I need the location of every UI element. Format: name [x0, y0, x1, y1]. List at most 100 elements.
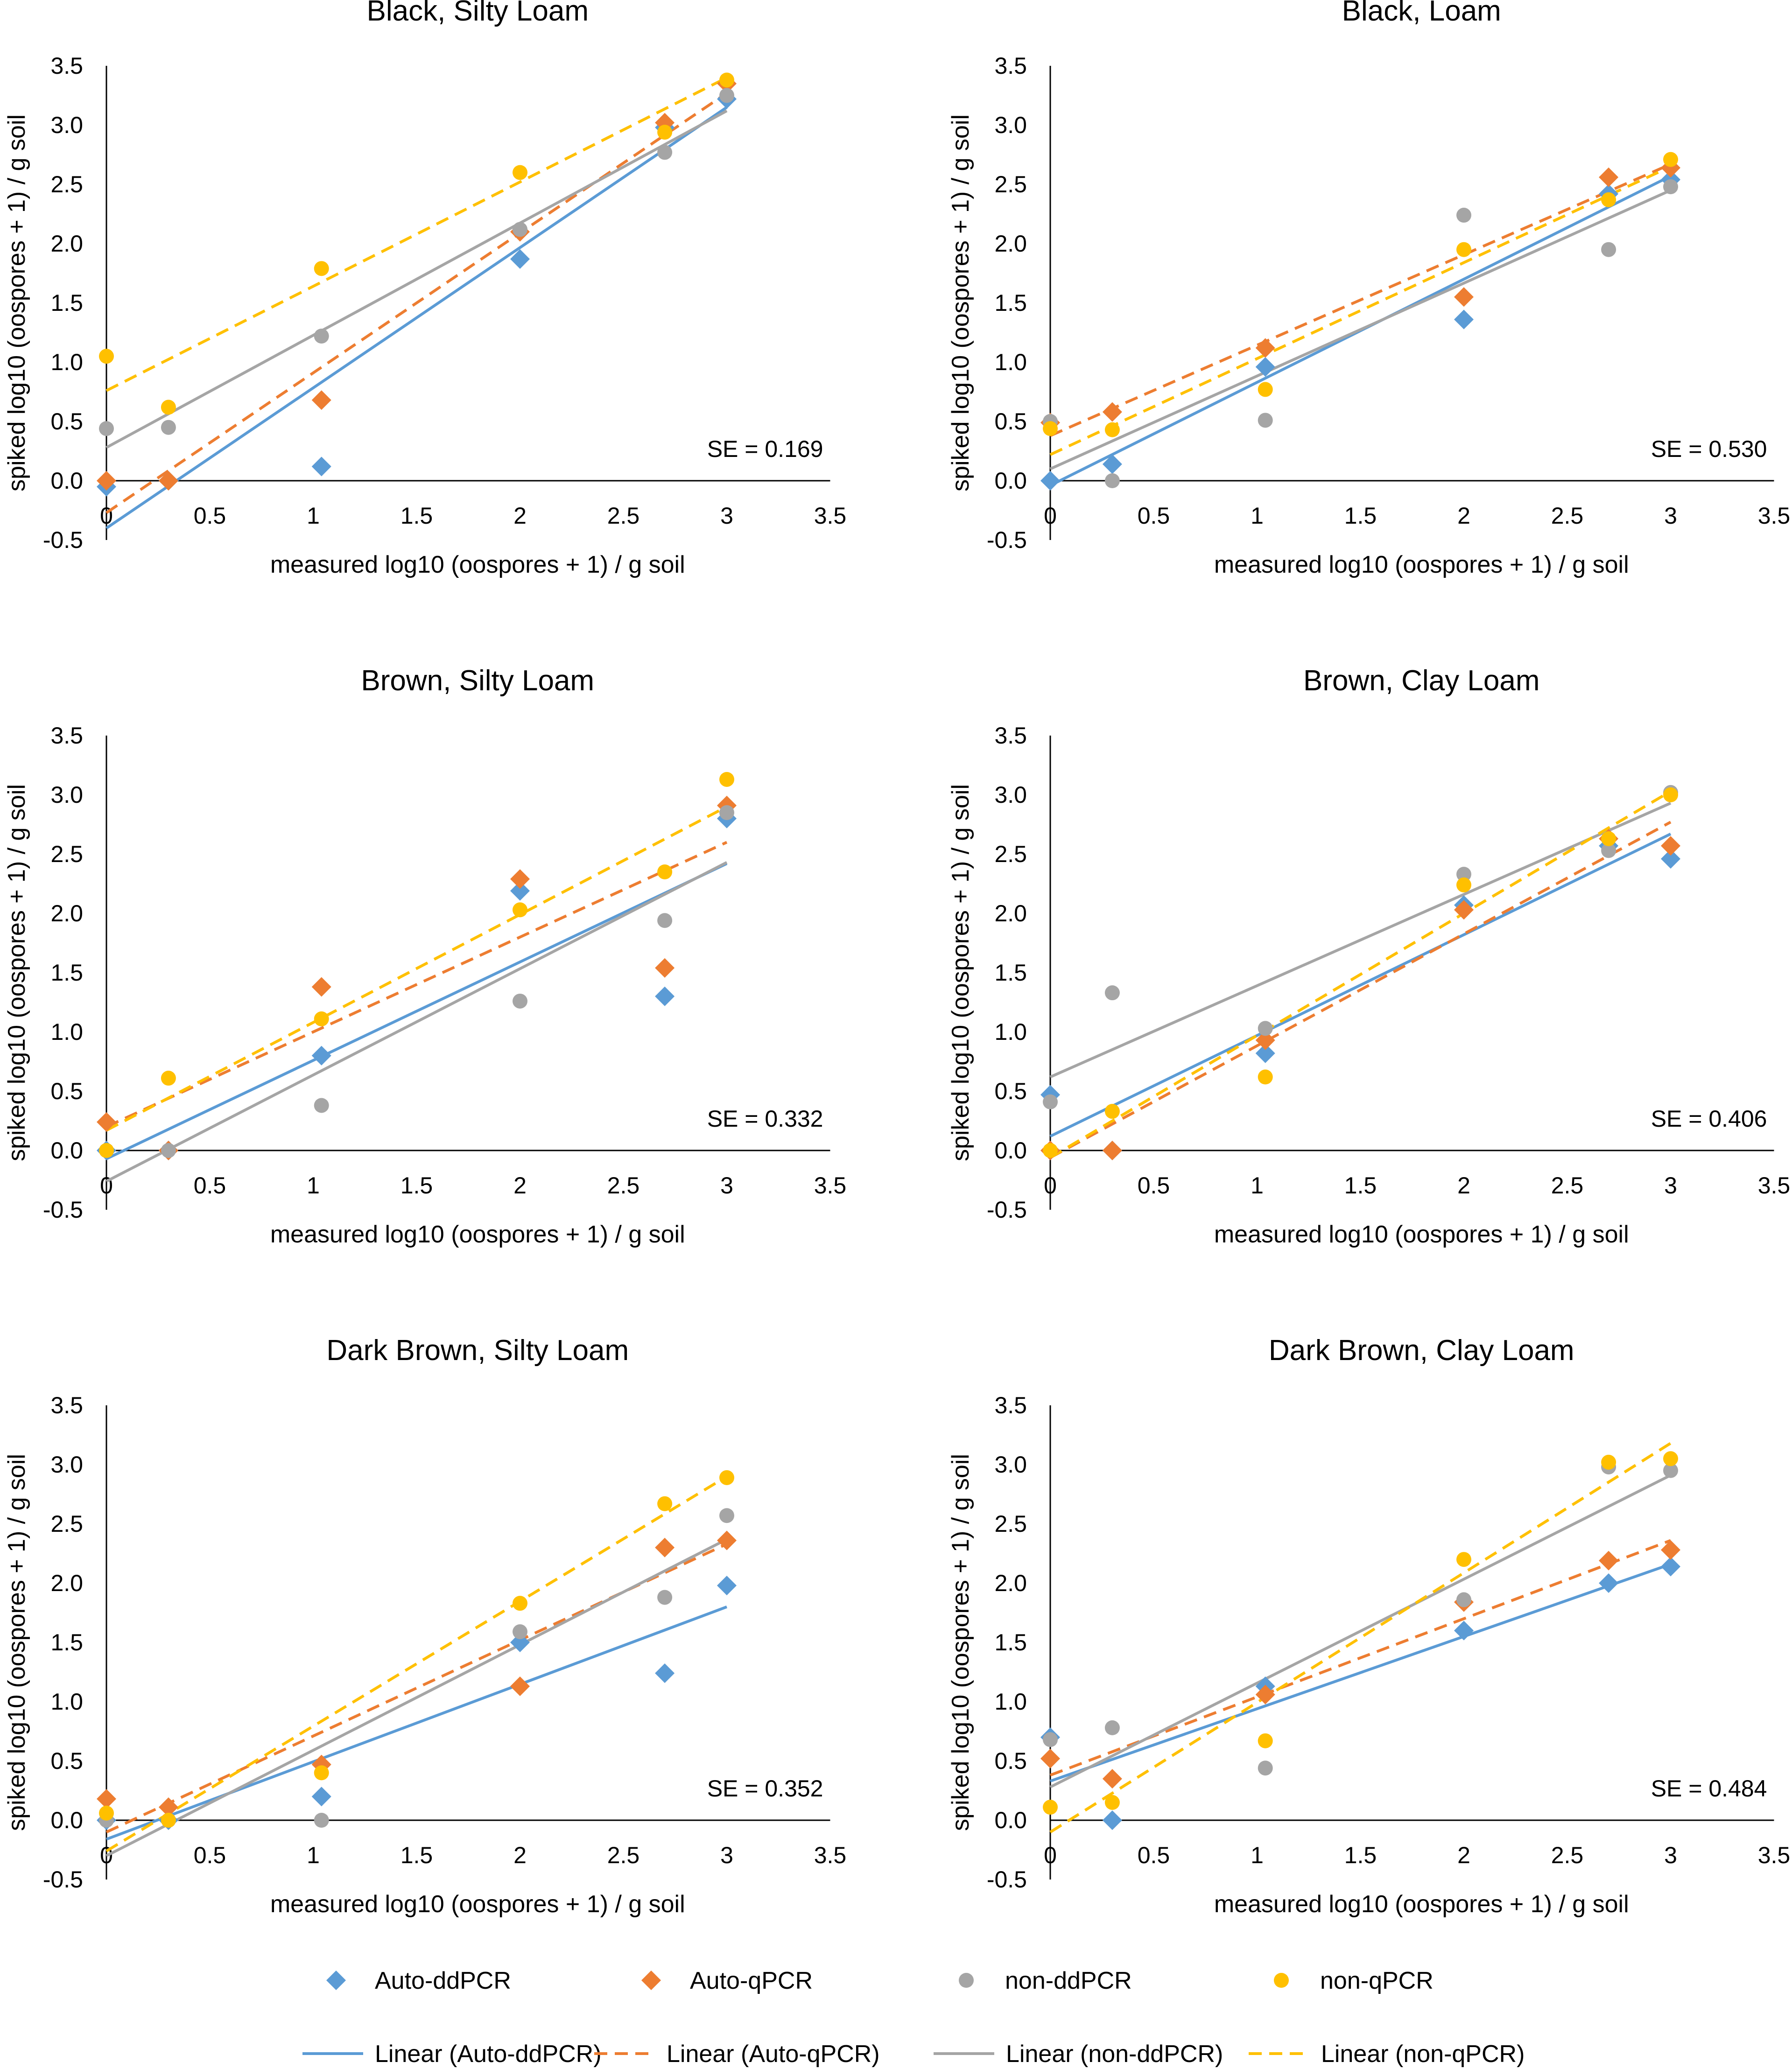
- y-tick-label: 1.5: [994, 960, 1027, 986]
- point-non-ddpcr: [1258, 1760, 1273, 1776]
- x-tick-label: 1.5: [1344, 1172, 1377, 1199]
- trendline-auto-qpcr: [1049, 163, 1672, 437]
- y-tick-label: 0.5: [994, 408, 1027, 435]
- y-tick-label: 1.5: [994, 1629, 1027, 1655]
- x-tick-label: 2.5: [1551, 503, 1584, 529]
- x-tick-label: 2: [1457, 1172, 1470, 1199]
- point-auto-qpcr: [717, 1530, 737, 1550]
- point-auto-ddpcr: [510, 1633, 530, 1652]
- y-tick-label: 3.5: [50, 53, 83, 79]
- legend-label-auto-ddpcr: Auto-ddPCR: [375, 1967, 511, 1994]
- point-non-qpcr: [513, 165, 527, 180]
- se-annotation: SE = 0.352: [707, 1775, 823, 1802]
- point-non-ddpcr: [1258, 1021, 1273, 1036]
- point-auto-qpcr: [158, 1797, 178, 1817]
- x-tick-label: 3.5: [814, 503, 847, 529]
- x-axis-label: measured log10 (oospores + 1) / g soil: [270, 551, 685, 578]
- y-tick-label: 3.0: [50, 112, 83, 138]
- trendline-auto-ddpcr: [105, 106, 728, 530]
- point-non-qpcr: [513, 1596, 527, 1611]
- point-non-qpcr: [314, 1011, 329, 1027]
- chart-title: Brown, Silty Loam: [361, 665, 594, 697]
- point-non-ddpcr: [99, 421, 114, 436]
- point-non-ddpcr: [1663, 179, 1678, 195]
- y-tick-label: 3.5: [994, 1392, 1027, 1418]
- point-non-ddpcr: [719, 1508, 734, 1523]
- se-annotation: SE = 0.169: [707, 436, 823, 462]
- x-tick-label: 0.5: [194, 1842, 226, 1868]
- trendline-non-ddpcr: [1049, 1474, 1672, 1788]
- point-non-qpcr: [1104, 422, 1120, 437]
- point-non-qpcr: [1258, 1069, 1273, 1085]
- point-non-qpcr: [1601, 1454, 1616, 1470]
- chart-title: Brown, Clay Loam: [1303, 665, 1540, 697]
- y-tick-label: 3.5: [50, 722, 83, 749]
- point-non-qpcr: [1258, 1733, 1273, 1748]
- legend-label-non-qpcr: non-qPCR: [1320, 1967, 1434, 1994]
- y-tick-label: 0.0: [994, 1137, 1027, 1164]
- x-tick-label: 3.5: [1758, 1172, 1791, 1199]
- y-tick-label: 1.5: [50, 960, 83, 986]
- y-tick-label: -0.5: [43, 1866, 83, 1893]
- point-auto-ddpcr: [1102, 454, 1122, 474]
- point-non-ddpcr: [513, 993, 527, 1009]
- legend-line-label-non-qpcr: Linear (non-qPCR): [1321, 2041, 1525, 2068]
- y-tick-label: 2.5: [994, 1511, 1027, 1537]
- x-tick-label: 0: [1044, 503, 1057, 529]
- point-auto-ddpcr: [717, 1576, 737, 1596]
- point-auto-ddpcr: [1255, 1043, 1275, 1063]
- point-auto-qpcr: [1661, 836, 1680, 856]
- x-tick-label: 0: [1044, 1842, 1057, 1868]
- point-non-qpcr: [657, 1496, 673, 1511]
- y-axis-label: spiked log10 (oospores + 1) / g soil: [947, 114, 974, 491]
- trendline-non-qpcr: [105, 805, 728, 1132]
- point-non-ddpcr: [1663, 1463, 1678, 1478]
- point-non-qpcr: [657, 864, 673, 880]
- x-tick-label: 3: [1664, 1842, 1677, 1868]
- point-auto-qpcr: [311, 977, 331, 997]
- point-non-ddpcr: [1601, 843, 1616, 858]
- chart-panel-4: Brown, Clay Loam -0.5 0.0 0.5 1.0 1.5 2.0 2.5 3.…: [947, 665, 1790, 1248]
- x-axis-label: measured log10 (oospores + 1) / g soil: [1214, 1221, 1629, 1248]
- y-axis-label: spiked log10 (oospores + 1) / g soil: [947, 1454, 974, 1831]
- x-tick-label: 3.5: [1758, 1842, 1791, 1868]
- y-tick-label: 2.0: [994, 231, 1027, 257]
- chart-panel-2: Black, Loam -0.5 0.0 0.5 1.0 1.5 2.0 2.5 3.0 3.5 0…: [947, 0, 1790, 578]
- point-non-ddpcr: [1601, 242, 1616, 257]
- x-tick-label: 2: [1457, 503, 1470, 529]
- y-tick-label: 2.5: [50, 171, 83, 197]
- y-tick-label: 1.5: [50, 1629, 83, 1655]
- point-auto-ddpcr: [1040, 471, 1060, 491]
- x-tick-label: 1: [307, 1842, 320, 1868]
- legend-line-label-non-ddpcr: Linear (non-ddPCR): [1006, 2041, 1223, 2068]
- trendline-auto-qpcr: [1049, 821, 1672, 1159]
- chart-panel-3: Brown, Silty Loam -0.5 0.0 0.5 1.0 1.5 2.0 2.5 3…: [3, 665, 846, 1248]
- point-non-qpcr: [161, 400, 176, 415]
- point-non-qpcr: [1663, 152, 1678, 167]
- point-non-ddpcr: [161, 420, 176, 435]
- x-tick-label: 3: [720, 1842, 733, 1868]
- y-tick-label: 3.0: [994, 782, 1027, 808]
- y-tick-label: 0.0: [994, 1807, 1027, 1833]
- x-tick-label: 0: [1044, 1172, 1057, 1199]
- x-tick-label: 3: [720, 1172, 733, 1199]
- trendline-non-ddpcr: [105, 109, 728, 449]
- point-non-qpcr: [1456, 877, 1471, 893]
- legend-line-label-auto-ddpcr: Linear (Auto-ddPCR): [375, 2041, 602, 2068]
- point-non-ddpcr: [513, 1624, 527, 1640]
- y-tick-label: 1.5: [994, 290, 1027, 316]
- legend-marker-auto-qpcr: [641, 1971, 661, 1990]
- trendline-non-ddpcr: [105, 1538, 728, 1857]
- point-non-ddpcr: [314, 329, 329, 344]
- x-tick-label: 0.5: [1138, 1842, 1170, 1868]
- y-tick-label: 3.5: [994, 722, 1027, 749]
- point-non-qpcr: [1043, 1143, 1058, 1158]
- y-tick-label: 0.0: [50, 1137, 83, 1164]
- point-auto-qpcr: [1454, 900, 1474, 920]
- y-tick-label: 0.5: [994, 1748, 1027, 1774]
- chart-title: Black, Loam: [1342, 0, 1501, 27]
- y-tick-label: 3.5: [50, 1392, 83, 1418]
- point-non-qpcr: [161, 1813, 176, 1828]
- point-auto-ddpcr: [510, 249, 530, 269]
- point-non-qpcr: [513, 902, 527, 918]
